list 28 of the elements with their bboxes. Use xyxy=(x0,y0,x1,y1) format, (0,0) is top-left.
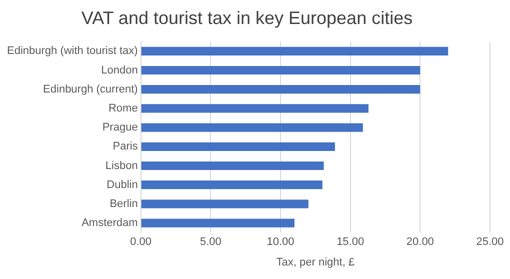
x-tick-label: 15.00 xyxy=(336,236,364,248)
bar xyxy=(141,46,448,56)
bar xyxy=(141,180,322,190)
bar xyxy=(141,85,420,94)
y-tick-label: Paris xyxy=(112,140,138,153)
x-tick-label: 5.00 xyxy=(200,236,222,248)
x-tick-label: 20.00 xyxy=(406,236,434,248)
bar xyxy=(141,200,308,208)
bar xyxy=(141,218,294,228)
bar xyxy=(141,104,368,113)
y-tick-label: Prague xyxy=(102,122,138,134)
bar xyxy=(141,161,324,170)
y-tick-label: London xyxy=(101,64,138,76)
chart-title: VAT and tourist tax in key European cities xyxy=(81,8,413,28)
y-tick-label: Edinburgh (with tourist tax) xyxy=(6,45,138,58)
y-tick-label: Dublin xyxy=(106,178,138,191)
bar xyxy=(141,142,335,151)
x-axis-title: Tax, per night, £ xyxy=(276,256,355,268)
x-tick-label: 10.00 xyxy=(266,236,294,248)
y-tick-label: Berlin xyxy=(110,198,138,210)
x-tick-label: 0.00 xyxy=(130,236,152,248)
bar xyxy=(141,66,420,75)
bar xyxy=(141,123,363,132)
y-tick-label: Rome xyxy=(108,102,138,114)
x-tick-label: 25.00 xyxy=(476,236,504,248)
y-tick-label: Edinburgh (current) xyxy=(43,83,138,96)
y-tick-label: Lisbon xyxy=(105,160,138,172)
y-tick-label: Amsterdam xyxy=(82,217,138,230)
